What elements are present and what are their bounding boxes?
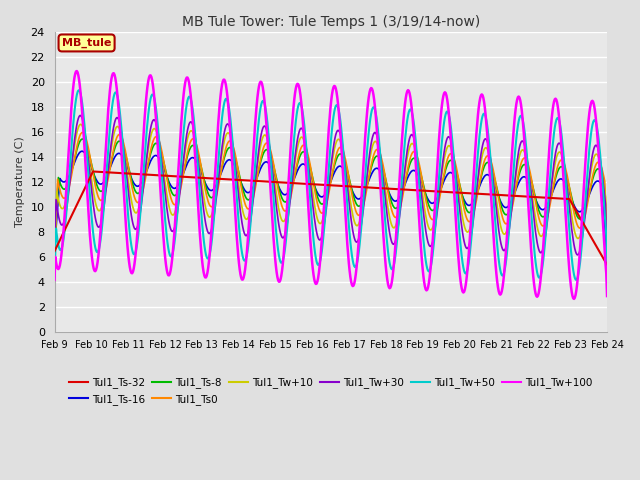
Tul1_Ts-8: [61, 186, 68, 192]
Tul1_Tw+30: [118, 134, 126, 140]
Tul1_Tw+100: [604, 293, 611, 299]
Tul1_Ts-32: [89, 168, 97, 174]
Tul1_Tw+10: [399, 185, 406, 191]
Tul1_Ts-32: [61, 228, 68, 233]
Tul1_Tw+50: [204, 256, 211, 262]
Tul1_Tw+100: [51, 277, 58, 283]
Tul1_Tw+100: [61, 214, 68, 220]
Tul1_Ts0: [78, 130, 86, 135]
Tul1_Tw+10: [175, 195, 182, 201]
Tul1_Ts-8: [51, 248, 58, 254]
Tul1_Tw+100: [204, 270, 211, 276]
Tul1_Tw+50: [399, 167, 406, 172]
Tul1_Ts-8: [204, 189, 211, 194]
Tul1_Ts-8: [604, 242, 611, 248]
Tul1_Ts-32: [118, 170, 126, 176]
Line: Tul1_Tw+50: Tul1_Tw+50: [54, 90, 607, 280]
Tul1_Tw+50: [175, 199, 182, 205]
Tul1_Ts-32: [204, 175, 211, 181]
Tul1_Ts-16: [61, 179, 68, 185]
Tul1_Tw+100: [73, 68, 81, 74]
Tul1_Tw+10: [204, 211, 211, 217]
Tul1_Tw+50: [51, 274, 58, 279]
Tul1_Tw+30: [51, 246, 58, 252]
Tul1_Ts-16: [51, 245, 58, 251]
Tul1_Ts0: [51, 249, 58, 254]
Tul1_Ts0: [175, 196, 182, 202]
Tul1_Tw+100: [570, 296, 578, 302]
Tul1_Ts-8: [78, 136, 86, 142]
Tul1_Tw+10: [604, 243, 611, 249]
Line: Tul1_Ts0: Tul1_Ts0: [54, 132, 607, 252]
Tul1_Ts0: [204, 196, 211, 202]
Y-axis label: Temperature (C): Temperature (C): [15, 136, 25, 227]
Tul1_Ts0: [415, 159, 422, 165]
Line: Tul1_Tw+100: Tul1_Tw+100: [54, 71, 607, 299]
Tul1_Tw+10: [118, 136, 126, 142]
Tul1_Ts-16: [204, 184, 211, 190]
Tul1_Ts-16: [399, 188, 406, 193]
Tul1_Ts-32: [51, 248, 58, 254]
Tul1_Ts0: [604, 239, 611, 244]
Tul1_Ts-16: [78, 148, 86, 154]
Line: Tul1_Tw+10: Tul1_Tw+10: [54, 124, 607, 258]
Tul1_Ts-32: [399, 187, 406, 192]
Tul1_Tw+10: [51, 255, 58, 261]
Tul1_Ts-32: [604, 262, 611, 268]
Tul1_Tw+30: [204, 228, 211, 234]
Tul1_Ts-16: [175, 182, 182, 188]
Tul1_Ts-32: [415, 188, 422, 193]
Tul1_Ts-8: [415, 163, 422, 169]
Tul1_Ts0: [61, 195, 68, 201]
Tul1_Ts-8: [175, 188, 182, 194]
Tul1_Tw+10: [61, 203, 68, 209]
Tul1_Tw+50: [415, 177, 422, 182]
Line: Tul1_Tw+30: Tul1_Tw+30: [54, 116, 607, 260]
Tul1_Tw+30: [399, 186, 406, 192]
Tul1_Ts0: [399, 194, 406, 200]
Legend: Tul1_Ts-32, Tul1_Ts-16, Tul1_Ts-8, Tul1_Ts0, Tul1_Tw+10, Tul1_Tw+30, Tul1_Tw+50,: Tul1_Ts-32, Tul1_Ts-16, Tul1_Ts-8, Tul1_…: [65, 373, 596, 408]
Line: Tul1_Ts-32: Tul1_Ts-32: [54, 171, 607, 265]
Tul1_Tw+30: [77, 113, 84, 119]
Tul1_Ts-16: [415, 173, 422, 179]
Tul1_Ts-8: [118, 141, 126, 147]
Tul1_Ts-16: [604, 253, 611, 259]
Tul1_Tw+50: [61, 229, 68, 235]
Tul1_Tw+50: [604, 260, 611, 266]
Tul1_Tw+100: [399, 128, 406, 133]
Tul1_Tw+30: [175, 204, 182, 209]
Tul1_Tw+100: [118, 161, 126, 167]
Tul1_Ts-32: [175, 174, 182, 180]
Tul1_Ts0: [118, 135, 126, 141]
Line: Tul1_Ts-16: Tul1_Ts-16: [54, 151, 607, 256]
Tul1_Tw+30: [604, 257, 611, 263]
Tul1_Tw+100: [415, 212, 422, 217]
Line: Tul1_Ts-8: Tul1_Ts-8: [54, 139, 607, 251]
Tul1_Tw+50: [76, 87, 83, 93]
Title: MB Tule Tower: Tule Temps 1 (3/19/14-now): MB Tule Tower: Tule Temps 1 (3/19/14-now…: [182, 15, 480, 29]
Tul1_Tw+30: [61, 217, 68, 223]
Tul1_Tw+50: [118, 134, 126, 140]
Text: MB_tule: MB_tule: [62, 38, 111, 48]
Tul1_Tw+10: [77, 121, 84, 127]
Tul1_Tw+10: [415, 165, 422, 171]
Tul1_Ts-16: [118, 153, 126, 159]
Tul1_Tw+100: [175, 168, 182, 174]
Tul1_Ts-8: [399, 190, 406, 195]
Tul1_Tw+30: [415, 167, 422, 172]
Tul1_Tw+50: [572, 277, 580, 283]
